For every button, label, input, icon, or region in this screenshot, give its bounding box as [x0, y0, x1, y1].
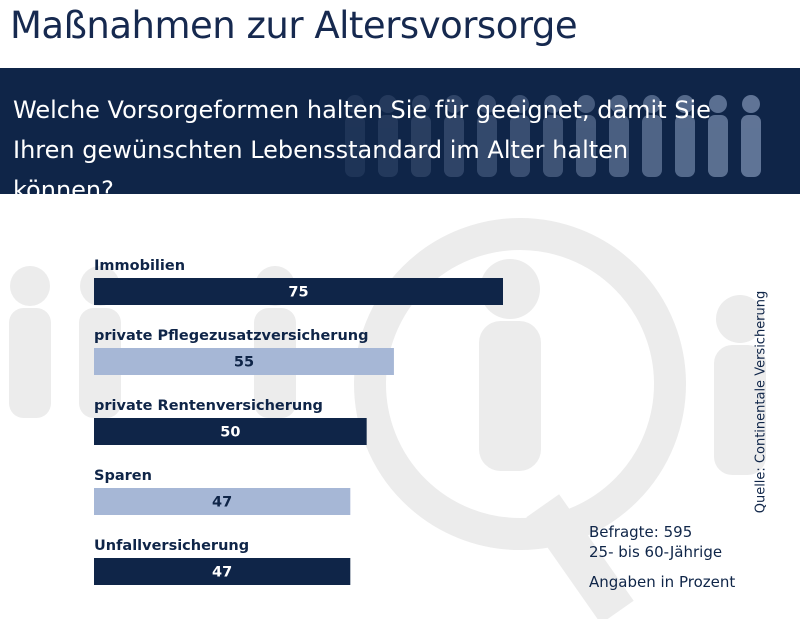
banner-person-icon [378, 95, 398, 177]
banner-person-icon [510, 95, 530, 177]
bar-value-label: 50 [220, 425, 240, 441]
background-person-icon [9, 266, 51, 418]
banner-person-icon [477, 95, 497, 177]
page-title: Maßnahmen zur Altersvorsorge [10, 4, 578, 47]
category-label: Immobilien [94, 258, 185, 274]
bar-value-label: 55 [234, 355, 254, 371]
question-banner: Welche Vorsorgeformen halten Sie für gee… [0, 68, 800, 194]
banner-person-icon [345, 95, 365, 177]
age-group: 25- bis 60-Jährige [589, 543, 723, 561]
banner-people-icons [345, 95, 761, 177]
bar-value-label: 75 [288, 285, 308, 301]
category-label: private Rentenversicherung [94, 398, 323, 414]
unit-note: Angaben in Prozent [589, 573, 736, 591]
bar-value-label: 47 [212, 495, 232, 511]
banner-person-icon [642, 95, 662, 177]
banner-person-icon [444, 95, 464, 177]
banner-person-icon [543, 95, 563, 177]
category-label: Sparen [94, 468, 152, 484]
survey-note: Befragte: 595 25- bis 60-Jährige Angaben… [589, 522, 735, 592]
banner-person-icon [675, 95, 695, 177]
survey-question-line-2: Ihren gewünschten Lebensstandard im Alte… [13, 136, 629, 194]
bar-chart: Immobilien 75 private Pflegezusatzversiche… [94, 258, 503, 585]
banner-person-icon [411, 95, 431, 177]
banner-person-icon [609, 95, 629, 177]
source-credit: Quelle: Continentale Versicherung [753, 290, 769, 514]
background-person-icon [714, 295, 766, 475]
bar [94, 418, 367, 445]
bar [94, 348, 394, 375]
respondents-count: Befragte: 595 [589, 523, 693, 541]
banner-person-icon [708, 95, 728, 177]
bar-value-label: 47 [212, 565, 232, 581]
bar [94, 278, 503, 305]
category-label: private Pflegezusatzversicherung [94, 328, 369, 344]
category-label: Unfallversicherung [94, 538, 249, 554]
background-ring-shape [354, 218, 686, 550]
background-ring-handle-shape [526, 494, 634, 619]
banner-person-icon [576, 95, 596, 177]
bar [94, 558, 351, 585]
survey-question-line-1: Welche Vorsorgeformen halten Sie für gee… [13, 96, 711, 124]
bar [94, 488, 351, 515]
banner-person-icon [741, 95, 761, 177]
survey-question: Welche Vorsorgeformen halten Sie für gee… [13, 90, 713, 194]
